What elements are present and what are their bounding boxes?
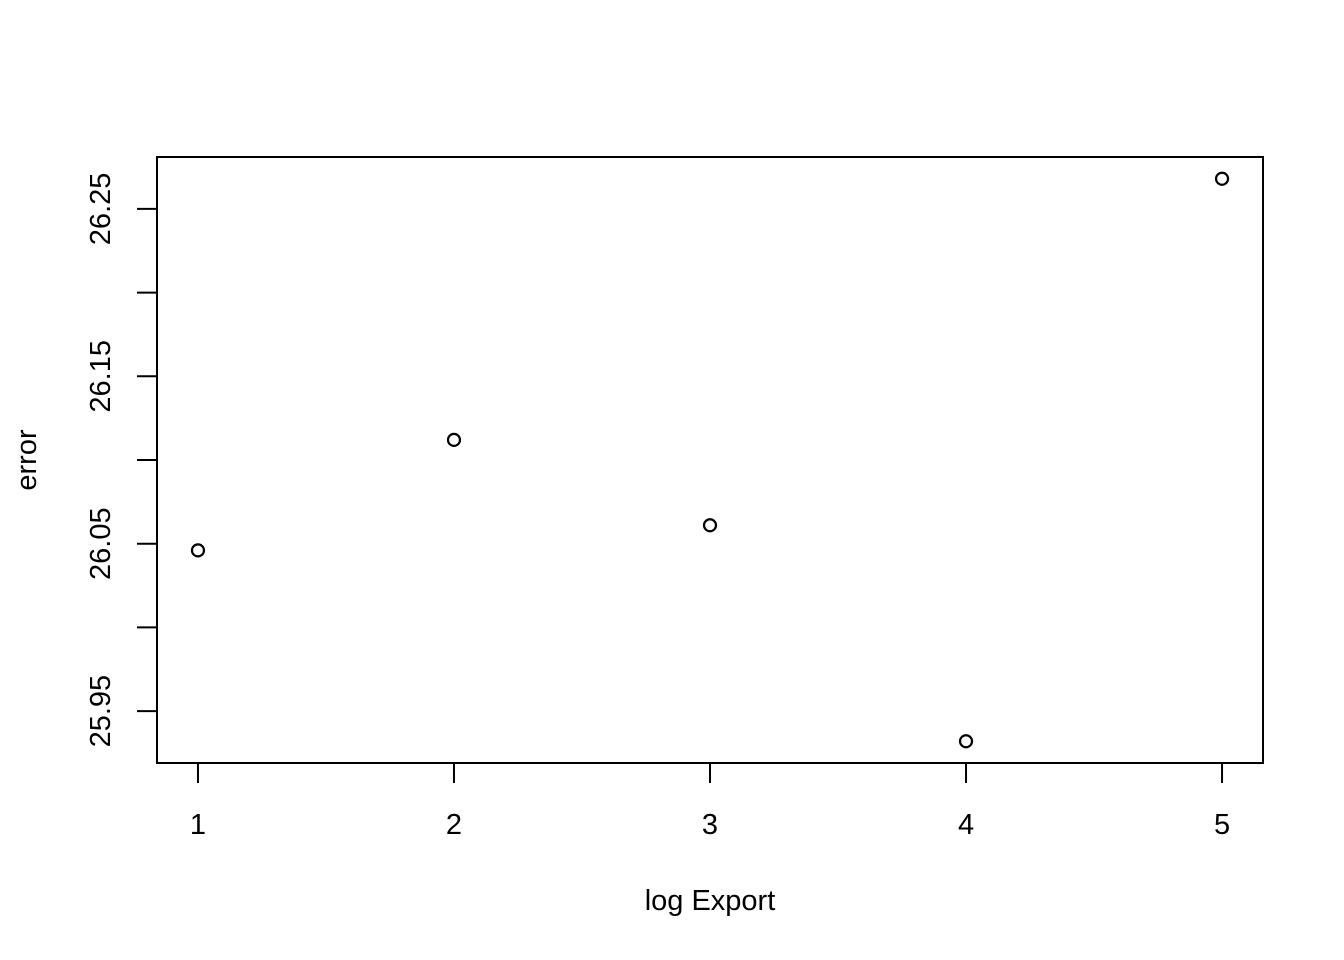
x-tick-label: 2 <box>446 809 462 841</box>
x-axis: 1 2 3 4 5 <box>190 762 1230 841</box>
data-point <box>958 734 974 749</box>
plot-frame <box>156 156 1264 764</box>
x-tick-label: 4 <box>958 809 974 841</box>
y-tick-label: 25.95 <box>85 675 117 748</box>
data-points <box>190 171 1230 749</box>
y-axis-label: error <box>11 429 43 491</box>
y-tick-label: 26.25 <box>85 173 117 246</box>
x-tick-label: 5 <box>1214 809 1230 841</box>
y-tick-label: 26.05 <box>85 507 117 580</box>
y-tick-label: 26.15 <box>85 340 117 413</box>
data-point <box>190 543 206 558</box>
x-tick-label: 3 <box>702 809 718 841</box>
x-tick-label: 1 <box>190 809 206 841</box>
data-point <box>702 518 718 533</box>
y-axis: 25.95 26.05 26.15 26.25 <box>85 173 158 748</box>
data-point <box>1214 171 1230 186</box>
x-axis-label: log Export <box>645 885 776 917</box>
data-point <box>446 432 462 448</box>
